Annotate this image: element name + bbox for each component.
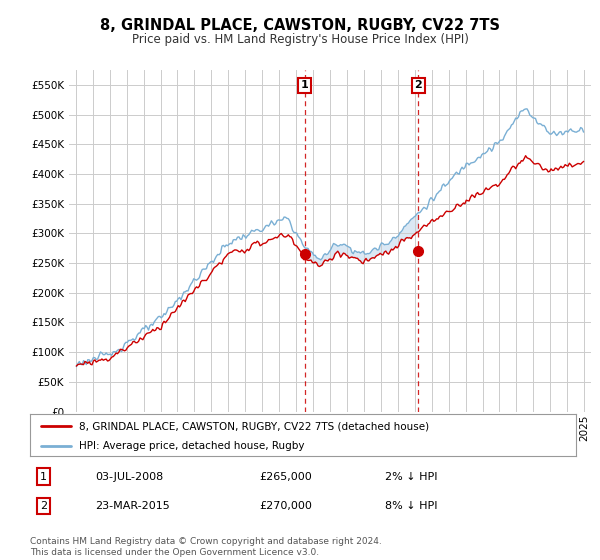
Text: 2% ↓ HPI: 2% ↓ HPI bbox=[385, 472, 437, 482]
Text: HPI: Average price, detached house, Rugby: HPI: Average price, detached house, Rugb… bbox=[79, 441, 305, 451]
Text: 2: 2 bbox=[415, 81, 422, 90]
Text: 8, GRINDAL PLACE, CAWSTON, RUGBY, CV22 7TS (detached house): 8, GRINDAL PLACE, CAWSTON, RUGBY, CV22 7… bbox=[79, 421, 429, 431]
Text: 1: 1 bbox=[40, 472, 47, 482]
Text: Contains HM Land Registry data © Crown copyright and database right 2024.
This d: Contains HM Land Registry data © Crown c… bbox=[30, 538, 382, 557]
Text: 03-JUL-2008: 03-JUL-2008 bbox=[95, 472, 164, 482]
Text: £265,000: £265,000 bbox=[259, 472, 312, 482]
Text: 1: 1 bbox=[301, 81, 308, 90]
Text: 8% ↓ HPI: 8% ↓ HPI bbox=[385, 501, 437, 511]
Text: 23-MAR-2015: 23-MAR-2015 bbox=[95, 501, 170, 511]
Text: 2: 2 bbox=[40, 501, 47, 511]
Text: 8, GRINDAL PLACE, CAWSTON, RUGBY, CV22 7TS: 8, GRINDAL PLACE, CAWSTON, RUGBY, CV22 7… bbox=[100, 18, 500, 32]
Text: Price paid vs. HM Land Registry's House Price Index (HPI): Price paid vs. HM Land Registry's House … bbox=[131, 32, 469, 46]
Text: £270,000: £270,000 bbox=[259, 501, 312, 511]
